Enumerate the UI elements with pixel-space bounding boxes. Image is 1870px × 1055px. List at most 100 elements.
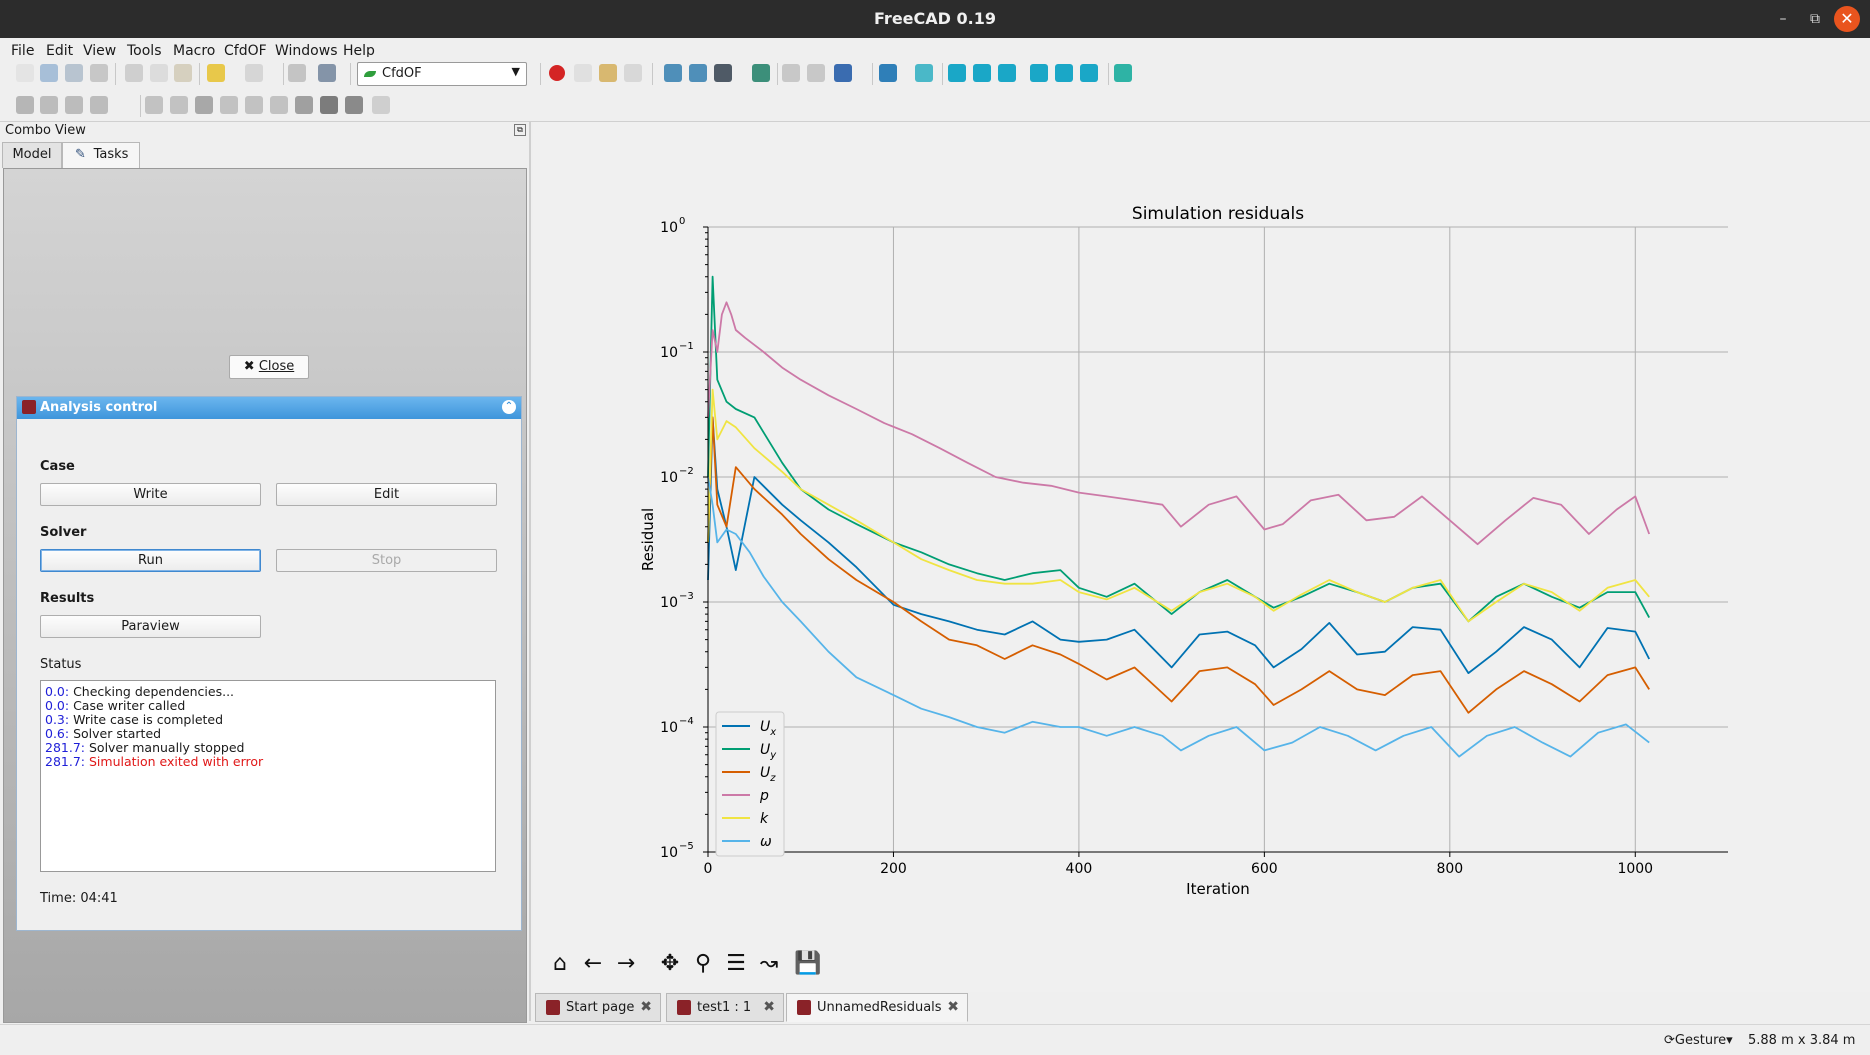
refinement-icon[interactable]: [245, 96, 263, 114]
right-view-icon[interactable]: [998, 64, 1016, 82]
undo-icon[interactable]: [207, 64, 225, 82]
workbench-selector[interactable]: CfdOF ▼: [357, 62, 527, 86]
restore-icon[interactable]: ⧉: [1810, 11, 1820, 27]
whats-this-icon[interactable]: [318, 64, 336, 82]
zoom-icon[interactable]: ⚲: [694, 951, 712, 976]
forward-arrow-icon[interactable]: →: [616, 951, 636, 976]
navigation-style[interactable]: ⟳Gesture▾: [1664, 1033, 1733, 1048]
redo-icon[interactable]: [245, 64, 263, 82]
splitter-handle[interactable]: [529, 121, 531, 1021]
measure-distance-icon[interactable]: [1114, 64, 1132, 82]
close-tab-icon[interactable]: ✖: [947, 999, 959, 1015]
mesh-from-shape-icon[interactable]: [295, 96, 313, 114]
tab-test1[interactable]: test1 : 1 ✖: [666, 993, 784, 1022]
status-log[interactable]: 0.0: Checking dependencies... 0.0: Case …: [40, 680, 496, 872]
top-view-icon[interactable]: [973, 64, 991, 82]
edit-curves-icon[interactable]: ↝: [759, 951, 779, 976]
menu-help[interactable]: Help: [343, 43, 375, 59]
initialise-icon[interactable]: [170, 96, 188, 114]
bottom-view-icon[interactable]: [1055, 64, 1073, 82]
tab-tasks[interactable]: ✎ Tasks: [62, 142, 140, 168]
chart-title: Simulation residuals: [1132, 204, 1304, 224]
run-macro-icon[interactable]: [624, 64, 642, 82]
fit-all-icon[interactable]: [664, 64, 682, 82]
menu-view[interactable]: View: [83, 43, 117, 59]
analysis-control-header: Analysis control ⌃: [17, 397, 521, 419]
bounding-box-icon[interactable]: [752, 64, 770, 82]
close-window-icon[interactable]: ✕: [1834, 6, 1860, 32]
series-line-k: [707, 388, 1650, 623]
results-heading: Results: [40, 591, 95, 606]
fit-selection-icon[interactable]: [689, 64, 707, 82]
configure-subplots-icon[interactable]: ☰: [726, 951, 746, 976]
main-toolbar: CfdOF ▼: [0, 57, 1870, 89]
x-tick-label: 400: [1066, 861, 1093, 877]
analysis-control-title: Analysis control: [40, 400, 158, 415]
boundary-icon[interactable]: [90, 96, 108, 114]
save-icon[interactable]: [65, 64, 83, 82]
menu-edit[interactable]: Edit: [46, 43, 74, 59]
tab-test1-label: test1 : 1: [697, 1000, 752, 1015]
back-icon[interactable]: [782, 64, 800, 82]
home-icon[interactable]: ⌂: [553, 951, 567, 976]
menu-file[interactable]: File: [11, 43, 35, 59]
play-icon[interactable]: [372, 96, 390, 114]
stop-button[interactable]: Stop: [276, 549, 497, 572]
y-tick-label: 10: [660, 345, 678, 361]
write-button[interactable]: Write: [40, 483, 261, 506]
forward-icon[interactable]: [807, 64, 825, 82]
menu-cfdof[interactable]: CfdOF: [224, 43, 267, 59]
status-line-error: 281.7: Simulation exited with error: [45, 754, 264, 769]
tab-unnamed-residuals[interactable]: UnnamedResiduals ✖: [786, 993, 968, 1022]
paste-icon[interactable]: [174, 64, 192, 82]
menu-tools[interactable]: Tools: [127, 43, 162, 59]
save-figure-icon[interactable]: 💾: [794, 951, 822, 976]
sync-view-icon[interactable]: [834, 64, 852, 82]
draw-style-icon[interactable]: [714, 64, 732, 82]
legend-entry: p: [759, 788, 769, 804]
collapse-icon[interactable]: ⌃: [502, 400, 516, 414]
close-tab-icon[interactable]: ✖: [640, 999, 652, 1015]
rear-view-icon[interactable]: [1030, 64, 1048, 82]
zone-icon[interactable]: [195, 96, 213, 114]
record-macro-icon[interactable]: [549, 65, 565, 81]
tab-start-page[interactable]: Start page ✖: [535, 993, 661, 1022]
paraview-button[interactable]: Paraview: [40, 615, 261, 638]
refresh-icon[interactable]: [288, 64, 306, 82]
y-tick-exponent: −5: [679, 841, 694, 852]
std-views-icon[interactable]: [879, 64, 897, 82]
pan-icon[interactable]: ✥: [660, 951, 680, 976]
new-file-icon[interactable]: [16, 64, 34, 82]
run-button[interactable]: Run: [40, 549, 261, 572]
close-task-button[interactable]: ✖ Close: [229, 355, 309, 379]
physics-model-icon[interactable]: [40, 96, 58, 114]
edit-button[interactable]: Edit: [276, 483, 497, 506]
isometric-view-icon[interactable]: [915, 64, 933, 82]
minimize-icon[interactable]: –: [1779, 11, 1787, 27]
stop-macro-icon[interactable]: [574, 64, 592, 82]
save-as-icon[interactable]: [90, 64, 108, 82]
menu-windows[interactable]: Windows: [275, 43, 338, 59]
back-arrow-icon[interactable]: ←: [583, 951, 603, 976]
menu-macro[interactable]: Macro: [173, 43, 216, 59]
solver-icon[interactable]: [345, 96, 363, 114]
font-text-icon[interactable]: [145, 96, 163, 114]
edit-macro-icon[interactable]: [599, 64, 617, 82]
legend-entry: ω: [760, 834, 772, 850]
fluid-material-icon[interactable]: [65, 96, 83, 114]
dynamic-refinement-icon[interactable]: [270, 96, 288, 114]
legend-entry: k: [760, 811, 769, 827]
undock-icon[interactable]: ⧉: [514, 124, 526, 136]
left-view-icon[interactable]: [1080, 64, 1098, 82]
front-view-icon[interactable]: [948, 64, 966, 82]
analysis-container-icon[interactable]: [16, 96, 34, 114]
tab-model[interactable]: Model: [2, 142, 62, 168]
scalar-transport-icon[interactable]: [320, 96, 338, 114]
close-tab-icon[interactable]: ✖: [763, 999, 775, 1015]
copy-icon[interactable]: [150, 64, 168, 82]
solver-heading: Solver: [40, 525, 87, 540]
mesh-icon[interactable]: [220, 96, 238, 114]
cut-icon[interactable]: [125, 64, 143, 82]
open-file-icon[interactable]: [40, 64, 58, 82]
